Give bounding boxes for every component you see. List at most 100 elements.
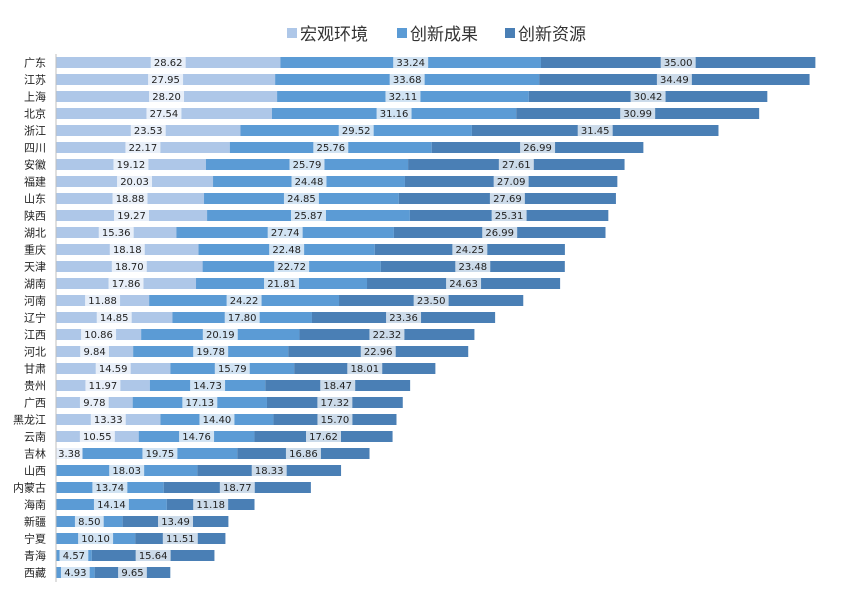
data-label-bg <box>660 56 696 69</box>
data-label-bg <box>117 175 153 188</box>
data-label: 25.31 <box>495 211 524 222</box>
data-label-bg <box>54 447 84 460</box>
data-label: 29.52 <box>342 126 371 137</box>
data-label: 10.10 <box>81 534 110 545</box>
category-label: 甘肃 <box>24 363 46 376</box>
data-label-bg <box>112 192 148 205</box>
data-label: 19.12 <box>117 160 146 171</box>
data-label: 18.77 <box>223 483 252 494</box>
data-label-bg <box>59 549 89 562</box>
data-label-bg <box>214 362 250 375</box>
data-label-bg <box>85 294 121 307</box>
data-label: 18.70 <box>115 262 144 273</box>
data-label-bg <box>193 498 229 511</box>
data-label-bg <box>493 175 529 188</box>
category-label: 浙江 <box>24 125 46 138</box>
data-label: 24.85 <box>287 194 316 205</box>
data-label-bg <box>386 311 422 324</box>
data-label-bg <box>190 379 226 392</box>
data-label-bg <box>267 226 303 239</box>
data-label-bg <box>264 277 300 290</box>
data-label-bg <box>452 243 488 256</box>
category-labels: 广东江苏上海北京浙江四川安徽福建山东陕西湖北重庆天津湖南河南辽宁江西河北甘肃贵州… <box>13 57 46 580</box>
data-label-bg <box>125 141 161 154</box>
data-label: 4.93 <box>64 568 86 579</box>
data-label: 11.51 <box>166 534 195 545</box>
legend-swatch-0 <box>287 28 297 38</box>
data-label: 27.09 <box>497 177 526 188</box>
data-label-bg <box>376 107 412 120</box>
data-label: 14.40 <box>203 415 232 426</box>
data-label-bg <box>489 192 525 205</box>
data-label: 20.19 <box>206 330 235 341</box>
data-label-bg <box>202 328 238 341</box>
data-label-bg <box>219 481 255 494</box>
data-label-bg <box>98 226 134 239</box>
data-label-bg <box>111 260 147 273</box>
data-label-bg <box>269 243 305 256</box>
data-label-bg <box>74 515 104 528</box>
data-label-bg <box>291 175 327 188</box>
data-label: 16.86 <box>289 449 318 460</box>
data-label: 19.78 <box>196 347 225 358</box>
category-label: 吉林 <box>24 447 46 461</box>
data-label-bg <box>118 566 147 579</box>
data-label-bg <box>80 345 109 358</box>
category-label: 西藏 <box>24 567 46 580</box>
data-label: 10.55 <box>83 432 112 443</box>
data-label-bg <box>274 260 310 273</box>
category-label: 上海 <box>24 90 46 104</box>
data-label-bg <box>193 345 229 358</box>
data-label: 18.47 <box>323 381 352 392</box>
data-label: 30.42 <box>634 92 663 103</box>
data-label: 18.18 <box>113 245 142 256</box>
data-label-bg <box>369 328 405 341</box>
data-label: 31.45 <box>581 126 610 137</box>
data-label-bg <box>85 379 121 392</box>
data-label-bg <box>347 362 383 375</box>
data-label-bg <box>224 311 260 324</box>
data-label-bg <box>93 498 129 511</box>
data-label-bg <box>498 158 534 171</box>
category-label: 广东 <box>24 57 46 70</box>
data-label-bg <box>108 277 144 290</box>
data-label: 24.63 <box>449 279 478 290</box>
data-label-bg <box>656 73 692 86</box>
data-label: 18.33 <box>255 466 284 477</box>
data-label-bg <box>446 277 482 290</box>
legend: 宏观环境 创新成果 创新资源 <box>287 25 586 45</box>
data-label-bg <box>289 158 325 171</box>
category-label: 湖南 <box>24 278 46 291</box>
category-label: 安徽 <box>24 158 46 172</box>
data-label-bg <box>60 566 90 579</box>
data-label-bg <box>78 532 114 545</box>
data-label: 28.62 <box>154 58 183 69</box>
data-label: 25.79 <box>293 160 322 171</box>
data-label: 9.78 <box>83 398 105 409</box>
category-label: 山西 <box>24 465 46 478</box>
data-label: 34.49 <box>660 75 689 86</box>
category-label: 北京 <box>24 107 46 121</box>
data-label-bg <box>109 464 145 477</box>
data-label-bg <box>96 311 132 324</box>
data-label: 33.68 <box>393 75 422 86</box>
data-label: 15.36 <box>102 228 131 239</box>
data-label: 32.11 <box>389 92 418 103</box>
data-label: 20.03 <box>120 177 149 188</box>
data-label-bg <box>150 56 186 69</box>
data-label-bg <box>317 413 353 426</box>
data-label: 22.17 <box>129 143 158 154</box>
category-label: 陕西 <box>24 209 46 223</box>
data-label-bg <box>520 141 556 154</box>
data-label-bg <box>79 430 115 443</box>
legend-swatch-1 <box>397 28 407 38</box>
data-label-bg <box>113 158 149 171</box>
data-label: 14.85 <box>100 313 129 324</box>
category-label: 内蒙古 <box>13 481 46 495</box>
category-label: 四川 <box>24 142 46 155</box>
data-label-bg <box>290 209 326 222</box>
data-label: 24.22 <box>230 296 259 307</box>
data-label-bg <box>81 328 117 341</box>
data-label-bg <box>149 90 185 103</box>
